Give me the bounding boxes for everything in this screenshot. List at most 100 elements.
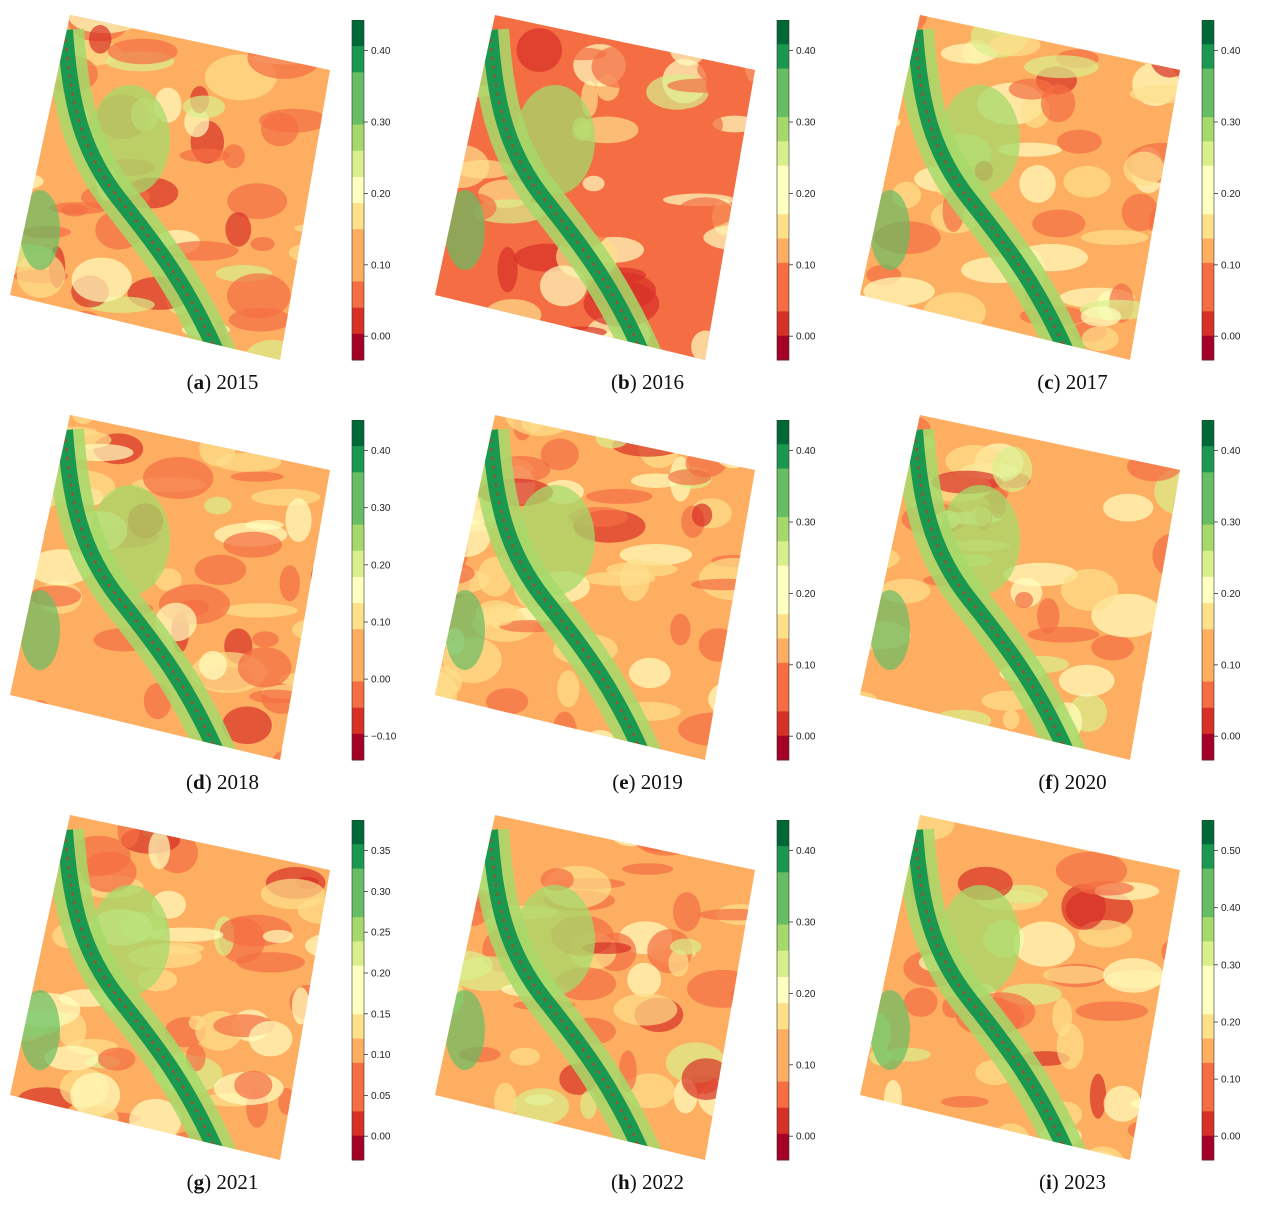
colorbar-tick-label: 0.10 bbox=[371, 618, 391, 629]
panel-caption: (b) 2016 bbox=[611, 370, 684, 394]
colorbar-band bbox=[777, 420, 789, 445]
colorbar-band bbox=[1202, 990, 1214, 1015]
colorbar-band bbox=[1202, 524, 1214, 552]
colorbar-tick-label: 0.20 bbox=[796, 189, 816, 200]
colorbar-tick-label: 0.20 bbox=[1221, 189, 1241, 200]
colorbar-tick-label: 0.30 bbox=[1221, 518, 1241, 529]
colorbar-band bbox=[1202, 92, 1214, 118]
colorbar-tick-label: 0.10 bbox=[796, 260, 816, 271]
colorbar-band bbox=[352, 255, 364, 283]
panel-letter: i bbox=[1045, 1170, 1052, 1194]
colorbar-tick-label: 0.30 bbox=[1221, 118, 1241, 129]
colorbar-band bbox=[1202, 214, 1214, 240]
colorbar-band bbox=[1202, 472, 1214, 499]
colorbar-band bbox=[777, 541, 789, 567]
colorbar-band bbox=[352, 150, 364, 178]
map-image-h bbox=[435, 815, 755, 1160]
colorbar-band bbox=[1202, 576, 1214, 604]
colorbar-band bbox=[352, 1014, 364, 1040]
panel-year: 2017 bbox=[1065, 370, 1108, 394]
panel-caption: (g) 2021 bbox=[186, 1170, 259, 1194]
colorbar-band bbox=[352, 576, 364, 604]
colorbar-band bbox=[1202, 190, 1214, 215]
colorbar-tick-label: 0.00 bbox=[1221, 1132, 1241, 1143]
colorbar-tick-label: 0.10 bbox=[1221, 260, 1241, 271]
colorbar-band bbox=[1202, 844, 1214, 870]
colorbar-tick-label: 0.35 bbox=[371, 846, 391, 857]
panel-caption: (e) 2019 bbox=[612, 770, 683, 794]
colorbar-band bbox=[777, 492, 789, 518]
colorbar-i: 0.50 0.40 0.30 0.20 0.10 0.00 bbox=[1201, 820, 1241, 1161]
colorbar-band bbox=[777, 20, 789, 45]
colorbar-band bbox=[352, 1038, 364, 1064]
colorbar-band bbox=[777, 1003, 789, 1030]
colorbar-band bbox=[1202, 1111, 1214, 1137]
colorbar-band bbox=[1202, 892, 1214, 918]
colorbar-tick-label: 0.00 bbox=[796, 732, 816, 743]
colorbar-band bbox=[352, 229, 364, 256]
colorbar-band bbox=[777, 565, 789, 591]
colorbar-band bbox=[777, 141, 789, 167]
colorbar-tick-label: 0.30 bbox=[1221, 960, 1241, 971]
colorbar-band bbox=[352, 46, 364, 73]
colorbar-band bbox=[352, 868, 364, 894]
map-image-i bbox=[860, 815, 1180, 1160]
colorbar-tick-label: 0.20 bbox=[371, 969, 391, 980]
colorbar-tick-label: 0.50 bbox=[1221, 846, 1241, 857]
colorbar-band bbox=[352, 892, 364, 918]
colorbar-band bbox=[777, 687, 789, 712]
panel-year: 2016 bbox=[641, 370, 684, 394]
colorbar-tick-label: 0.00 bbox=[1221, 732, 1241, 743]
colorbar-band bbox=[1202, 681, 1214, 709]
colorbar-band bbox=[352, 733, 364, 761]
map-image-g bbox=[10, 815, 330, 1160]
colorbar-band bbox=[1202, 1087, 1214, 1112]
colorbar-tick-label: 0.40 bbox=[796, 46, 816, 57]
colorbar-band bbox=[352, 307, 364, 335]
colorbar-band bbox=[352, 990, 364, 1015]
panel-b: 0.40 0.30 0.20 0.10 0.00 (b) 2016 bbox=[435, 10, 860, 410]
panel-year: 2020 bbox=[1064, 770, 1107, 794]
colorbar-tick-label: 0.10 bbox=[1221, 1075, 1241, 1086]
colorbar-band bbox=[1202, 141, 1214, 167]
colorbar-h: 0.40 0.30 0.20 0.10 0.00 bbox=[776, 820, 816, 1161]
colorbar-band bbox=[1202, 941, 1214, 967]
colorbar-tick-label: 0.00 bbox=[371, 675, 391, 686]
panel-g: 0.35 0.30 0.25 0.20 0.15 0.10 0.05 0.00 (g) 2021 bbox=[10, 810, 435, 1210]
panel-caption: (i) 2023 bbox=[1038, 1170, 1107, 1194]
colorbar-band bbox=[352, 941, 364, 967]
colorbar-band bbox=[777, 190, 789, 215]
colorbar-band bbox=[777, 1133, 789, 1161]
colorbar-g: 0.35 0.30 0.25 0.20 0.15 0.10 0.05 0.00 bbox=[351, 820, 391, 1161]
panel-year: 2015 bbox=[216, 370, 259, 394]
colorbar-band bbox=[352, 1062, 364, 1088]
colorbar-band bbox=[352, 1087, 364, 1112]
colorbar-band bbox=[777, 311, 789, 337]
colorbar-band bbox=[352, 707, 364, 735]
panel-letter: b bbox=[618, 370, 630, 394]
colorbar-band bbox=[1202, 498, 1214, 526]
map-image-c bbox=[860, 15, 1180, 360]
colorbar-band bbox=[1202, 707, 1214, 735]
colorbar-band bbox=[352, 820, 364, 845]
colorbar-tick-label: 0.00 bbox=[796, 1132, 816, 1143]
colorbar-band bbox=[352, 629, 364, 656]
colorbar-tick-label: 0.10 bbox=[796, 660, 816, 671]
colorbar-band bbox=[1202, 68, 1214, 94]
colorbar-band bbox=[1202, 917, 1214, 942]
colorbar-band bbox=[777, 262, 789, 288]
panel-caption: (d) 2018 bbox=[186, 770, 259, 794]
colorbar-band bbox=[777, 735, 789, 761]
colorbar-tick-label: 0.20 bbox=[1221, 589, 1241, 600]
colorbar-band bbox=[352, 281, 364, 309]
colorbar-band bbox=[352, 72, 364, 99]
panel-d: 0.40 0.30 0.20 0.10 0.00 −0.10 (d) 2018 bbox=[10, 410, 435, 810]
colorbar-tick-label: 0.10 bbox=[1221, 660, 1241, 671]
colorbar-tick-label: 0.30 bbox=[371, 503, 391, 514]
colorbar-tick-label: 0.00 bbox=[371, 332, 391, 343]
colorbar-band bbox=[777, 976, 789, 1004]
colorbar-band bbox=[777, 872, 789, 899]
colorbar-band bbox=[777, 638, 789, 664]
colorbar-band bbox=[352, 498, 364, 526]
